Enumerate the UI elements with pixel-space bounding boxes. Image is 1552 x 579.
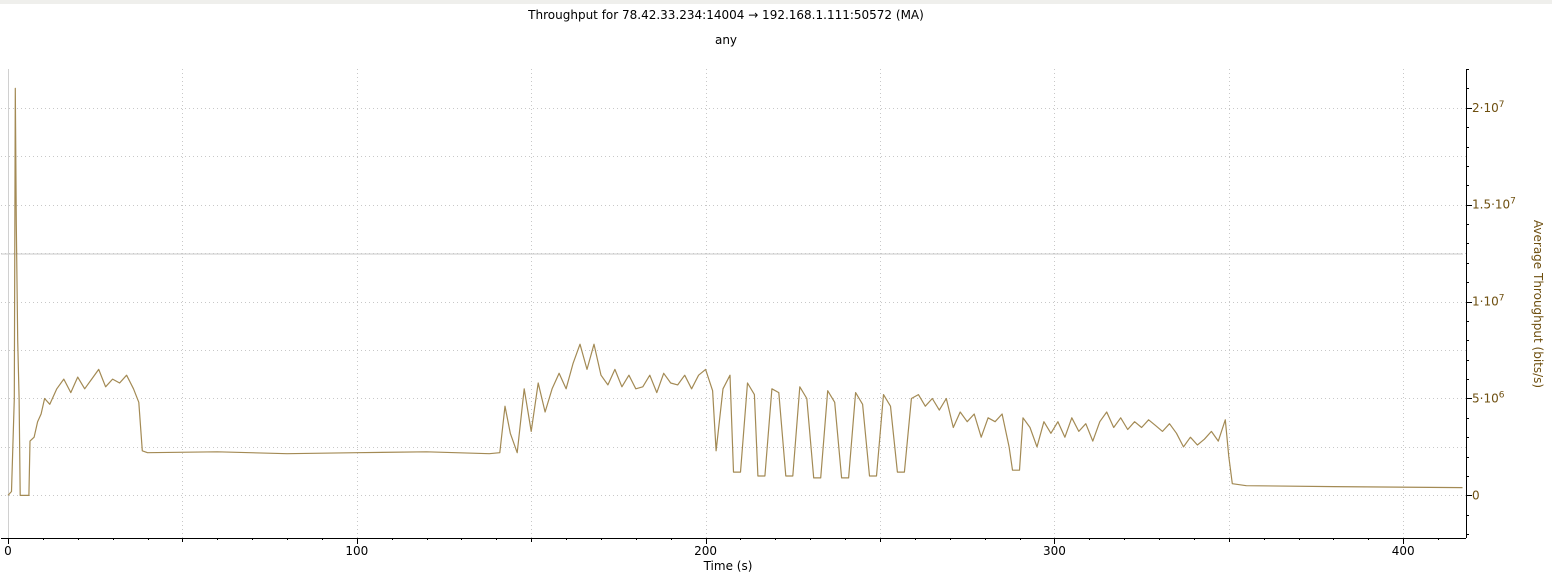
axes-layer: 0 100 200 300 400 0 5·106 1·107 1.5·107 2·107 — [1, 69, 1516, 558]
x-tick-label: 0 — [4, 544, 12, 558]
y-tick-label: 2·107 — [1472, 100, 1504, 115]
labels-layer: Time (s) Average Throughput (bits/s) — [703, 220, 1545, 573]
x-tick-label: 300 — [1043, 544, 1066, 558]
series-layer — [7, 87, 1463, 496]
x-tick-label: 200 — [694, 544, 717, 558]
y-tick-label: 0 — [1472, 488, 1480, 502]
chart-subtitle: any — [714, 33, 738, 47]
x-tick-label: 400 — [1392, 544, 1415, 558]
chart-title: Throughput for 78.42.33.234:14004 → 192.… — [528, 8, 924, 22]
x-axis-label: Time (s) — [703, 559, 753, 573]
y-tick-label: 1·107 — [1472, 294, 1504, 309]
grid-layer — [1, 69, 1466, 538]
y-tick-label: 1.5·107 — [1472, 197, 1516, 212]
throughput-series-line — [7, 87, 1463, 496]
x-tick-label: 100 — [345, 544, 368, 558]
y-axis-label: Average Throughput (bits/s) — [1531, 220, 1545, 388]
window-top-strip — [0, 0, 1552, 4]
y-tick-label: 5·106 — [1472, 390, 1505, 405]
